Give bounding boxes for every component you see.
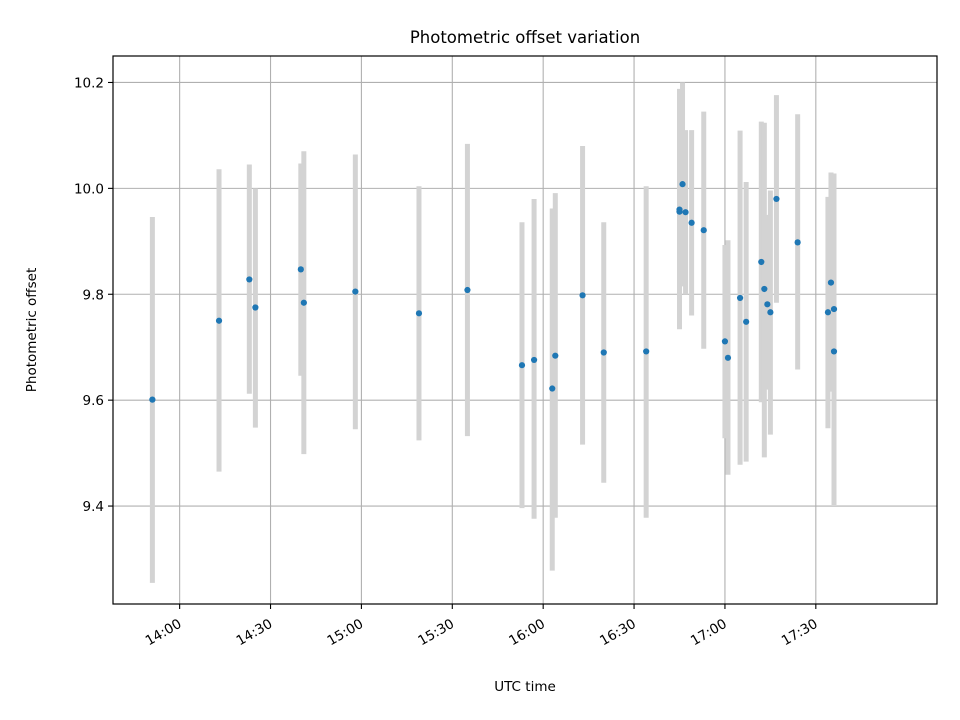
data-point	[794, 239, 801, 246]
data-point	[688, 219, 695, 226]
data-point	[736, 294, 744, 302]
x-tick-label: 17:30	[779, 616, 821, 649]
data-point	[552, 352, 559, 359]
data-point	[724, 354, 732, 361]
data-point	[549, 385, 556, 392]
y-tick-label: 9.4	[83, 499, 104, 515]
x-tick-label: 14:30	[234, 616, 276, 649]
x-tick-label: 15:30	[415, 616, 457, 649]
data-point	[149, 396, 156, 403]
data-point	[643, 348, 650, 355]
data-point	[679, 181, 686, 188]
grid-lines	[113, 56, 937, 604]
data-point	[530, 356, 538, 364]
data-point	[767, 309, 774, 316]
y-tick-label: 10.0	[74, 181, 104, 197]
data-point	[830, 305, 838, 313]
data-point	[518, 362, 526, 369]
y-tick-label: 9.6	[83, 393, 104, 409]
data-point	[761, 285, 768, 293]
data-point	[830, 348, 838, 355]
data-point	[824, 309, 832, 316]
data-point	[700, 227, 707, 234]
x-tick-label: 16:30	[597, 616, 639, 649]
data-point	[252, 304, 259, 311]
x-tick-label: 16:00	[506, 616, 548, 649]
data-point	[464, 286, 471, 294]
x-tick-label: 14:00	[143, 616, 185, 649]
data-point	[579, 292, 586, 299]
data-point	[682, 209, 689, 216]
data-point	[246, 276, 253, 283]
y-tick-label: 10.2	[74, 75, 104, 91]
y-axis-ticks: 9.4 9.6 9.8 10.0 10.2	[74, 75, 113, 515]
data-points	[149, 181, 838, 403]
data-point	[676, 206, 683, 213]
data-point	[297, 266, 304, 273]
x-axis-label: UTC time	[494, 679, 556, 695]
data-point	[764, 301, 771, 308]
error-bars	[149, 82, 837, 583]
x-tick-label: 17:00	[688, 616, 730, 649]
plot-frame	[112, 55, 938, 605]
data-point	[300, 299, 307, 306]
y-axis-label: Photometric offset	[24, 268, 40, 392]
data-point	[415, 310, 423, 317]
data-point	[758, 258, 765, 266]
data-point	[600, 349, 607, 356]
data-point	[827, 279, 835, 286]
data-point	[743, 318, 750, 325]
chart-title: Photometric offset variation	[410, 28, 640, 47]
data-point	[773, 195, 780, 203]
y-tick-label: 9.8	[83, 287, 104, 303]
data-point	[721, 338, 729, 345]
data-point	[215, 317, 223, 324]
x-axis-ticks: 14:00 14:30 15:00 15:30 16:00 16:30 17:00 17:30	[143, 604, 821, 649]
x-tick-label: 15:00	[325, 616, 367, 649]
data-point	[352, 288, 359, 295]
